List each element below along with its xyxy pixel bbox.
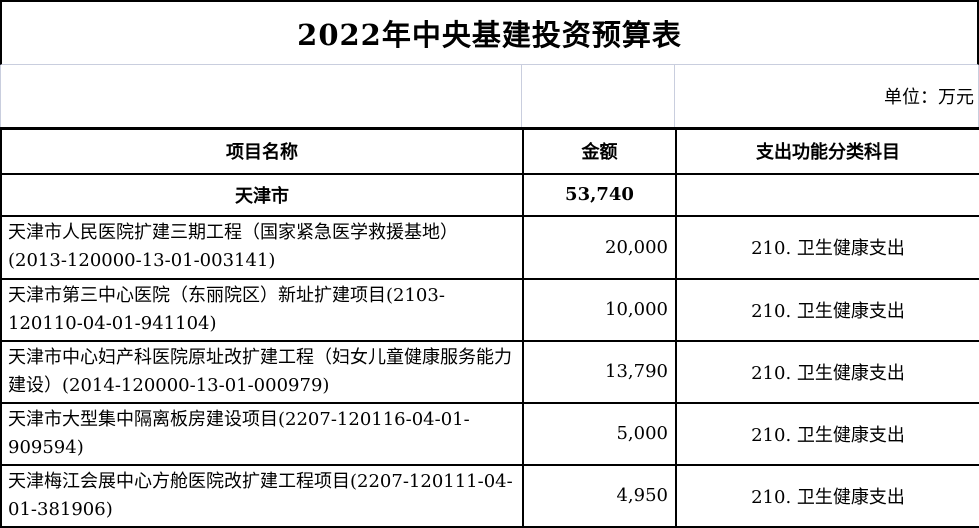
summary-amount-cell: 53,740: [522, 172, 677, 217]
page-title: 2022年中央基建投资预算表: [297, 18, 682, 52]
table-title-row: 2022年中央基建投资预算表: [0, 0, 979, 65]
project-name-cell: 天津梅江会展中心方舱医院改扩建工程项目(2207-120111-04-01-38…: [0, 463, 524, 528]
unit-row: 单位：万元: [0, 65, 979, 127]
summary-name-cell: 天津市: [0, 172, 524, 217]
table-row: 天津市人民医院扩建三期工程（国家紧急医学救援基地）(2013-120000-13…: [0, 214, 979, 280]
category-cell: 210. 卫生健康支出: [675, 214, 979, 280]
table-row: 天津市中心妇产科医院原址改扩建工程（妇女儿童健康服务能力建设）(2014-120…: [0, 339, 979, 404]
category-cell: 210. 卫生健康支出: [675, 339, 979, 404]
budget-table: 项目名称 金额 支出功能分类科目 天津市 53,740 天津市人民医院扩建三期工…: [0, 127, 979, 528]
amount-cell: 20,000: [522, 214, 677, 280]
amount-cell: 13,790: [522, 339, 677, 404]
project-name-cell: 天津市人民医院扩建三期工程（国家紧急医学救援基地）(2013-120000-13…: [0, 214, 524, 280]
column-header-amount: 金额: [522, 127, 677, 175]
category-cell: 210. 卫生健康支出: [675, 463, 979, 528]
unit-row-empty-cell-1: [1, 65, 522, 127]
unit-label: 单位：万元: [884, 87, 974, 108]
project-name-cell: 天津市第三中心医院（东丽院区）新址扩建项目(2103-120110-04-01-…: [0, 277, 524, 342]
category-cell: 210. 卫生健康支出: [675, 401, 979, 466]
project-name-cell: 天津市中心妇产科医院原址改扩建工程（妇女儿童健康服务能力建设）(2014-120…: [0, 339, 524, 404]
summary-category-cell: [675, 172, 979, 217]
table-row: 天津市大型集中隔离板房建设项目(2207-120116-04-01-909594…: [0, 401, 979, 466]
amount-cell: 4,950: [522, 463, 677, 528]
unit-row-empty-cell-2: [522, 65, 675, 127]
amount-cell: 5,000: [522, 401, 677, 466]
amount-cell: 10,000: [522, 277, 677, 342]
column-header-project-name: 项目名称: [0, 127, 524, 175]
category-cell: 210. 卫生健康支出: [675, 277, 979, 342]
column-header-category: 支出功能分类科目: [675, 127, 979, 175]
table-row: 天津梅江会展中心方舱医院改扩建工程项目(2207-120111-04-01-38…: [0, 463, 979, 528]
header-row: 项目名称 金额 支出功能分类科目: [0, 127, 979, 175]
project-name-cell: 天津市大型集中隔离板房建设项目(2207-120116-04-01-909594…: [0, 401, 524, 466]
summary-row-tianjin: 天津市 53,740: [0, 172, 979, 217]
table-row: 天津市第三中心医院（东丽院区）新址扩建项目(2103-120110-04-01-…: [0, 277, 979, 342]
